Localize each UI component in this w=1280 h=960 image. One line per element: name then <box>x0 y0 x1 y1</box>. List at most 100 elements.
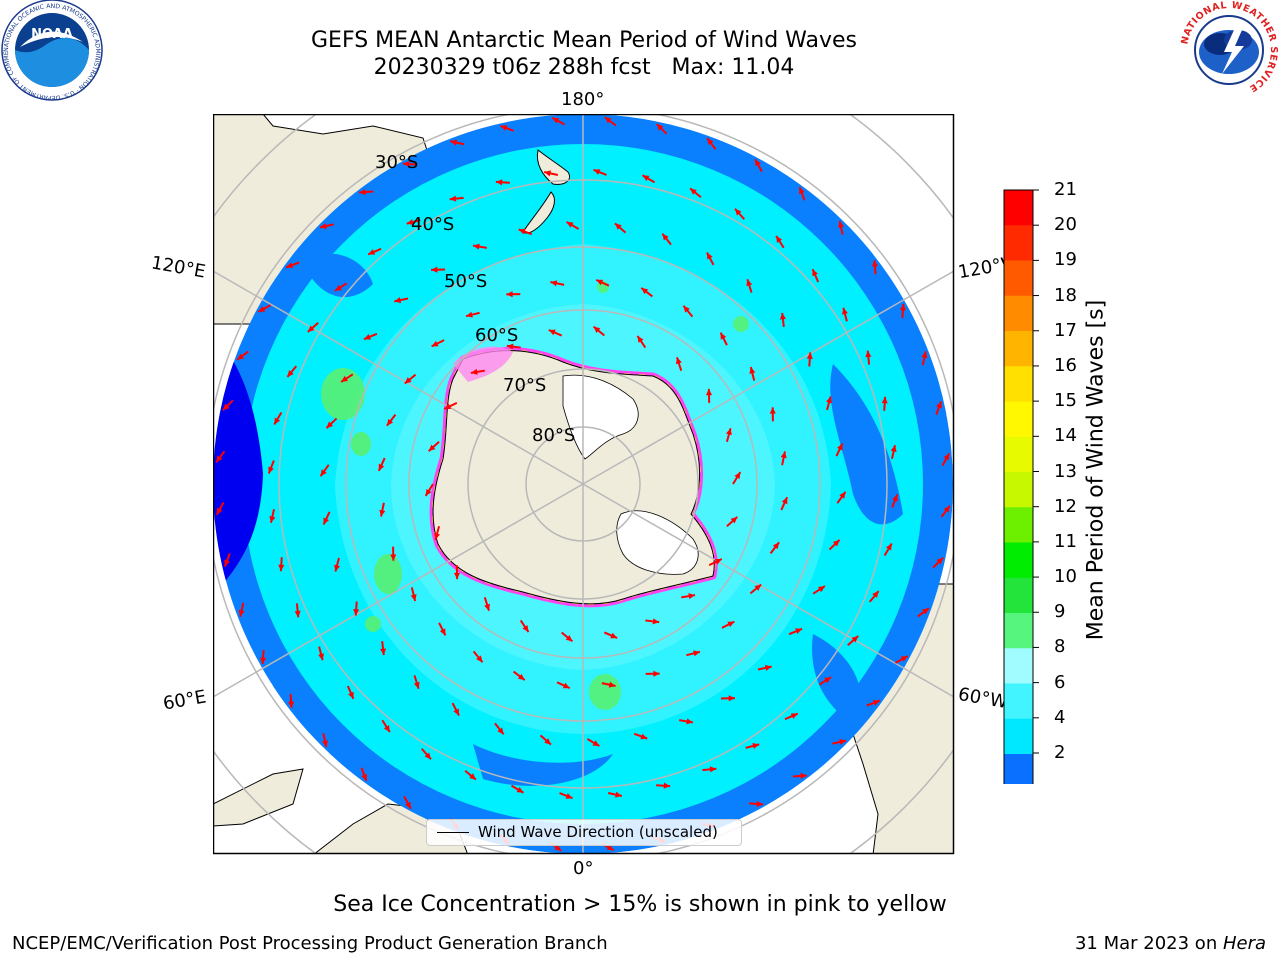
wind-wave-arrowhead <box>425 488 432 496</box>
colorbar-bin <box>1004 401 1033 438</box>
wind-wave-arrowhead <box>662 233 669 241</box>
wind-wave-arrowhead <box>800 772 807 779</box>
lat-label-60s: 60°S <box>475 325 518 346</box>
colorbar-bin <box>1004 190 1033 226</box>
wind-wave-arrowhead <box>725 428 732 436</box>
wind-wave-arrowhead <box>286 262 294 269</box>
wind-wave-arrowhead <box>832 539 840 547</box>
wind-wave-arrowhead <box>683 305 690 313</box>
wind-wave-arrowhead <box>413 681 420 689</box>
wind-wave-arrowhead <box>604 117 612 124</box>
wind-wave-arrowhead <box>885 543 892 551</box>
noaa-logo: NATIONAL OCEANIC AND ATMOSPHERIC ADMINIS… <box>0 0 103 101</box>
legend-box: Wind Wave Direction (unscaled) <box>426 819 742 846</box>
wind-wave-arrowhead <box>470 368 478 375</box>
wind-wave-arrowhead <box>779 312 786 320</box>
wind-wave-arrowhead <box>383 725 390 733</box>
wind-wave-arrowhead <box>900 656 908 662</box>
wind-wave-arrowhead <box>495 179 503 186</box>
wind-wave-arrowhead <box>466 311 473 318</box>
wind-wave-arrowhead <box>544 738 552 745</box>
wind-wave-arrowhead <box>790 713 798 719</box>
colorbar-bin <box>1004 683 1033 720</box>
wind-wave-arrowhead <box>592 740 600 747</box>
footer-date-text: 31 Mar 2023 on <box>1074 933 1223 954</box>
colorbar-tick-label: 20 <box>1054 214 1077 236</box>
wind-wave-arrowhead <box>706 252 713 260</box>
nws-logo: NATIONAL WEATHER SERVICE <box>1179 0 1278 98</box>
wind-wave-arrowhead <box>764 664 772 671</box>
wind-wave-arrowhead <box>795 628 803 635</box>
wind-wave-arrowhead <box>334 564 340 572</box>
wind-wave-arrowhead <box>936 557 944 565</box>
colorbar-tick-label: 4 <box>1054 706 1066 728</box>
wind-wave-arrowhead <box>516 786 524 793</box>
wind-wave-arrowhead <box>500 125 508 131</box>
wind-wave-arrowhead <box>746 279 753 287</box>
colorbar-tick-label: 17 <box>1054 319 1077 341</box>
wind-wave-arrowhead <box>506 291 513 298</box>
wind-wave-arrowhead <box>637 335 644 343</box>
wind-wave-arrowhead <box>363 333 371 340</box>
wind-wave-arrowhead <box>772 542 780 550</box>
colorbar-bin <box>1004 507 1033 544</box>
wind-wave-arrows <box>215 116 951 852</box>
wind-wave-arrowhead <box>472 243 480 250</box>
wind-wave-arrowhead <box>341 375 349 382</box>
wind-wave-arrowhead <box>268 466 274 474</box>
wind-wave-arrowhead <box>238 609 245 617</box>
wind-wave-arrowhead <box>614 223 622 230</box>
wind-wave-arrowhead <box>707 138 714 145</box>
lat-label-70s: 70°S <box>503 375 546 396</box>
wind-wave-arrowhead <box>652 618 660 625</box>
colorbar-bin <box>1004 225 1033 262</box>
wind-wave-arrowhead <box>476 655 483 663</box>
colorbar-tick-label: 14 <box>1054 425 1077 447</box>
wind-wave-arrowhead <box>892 494 898 502</box>
colorbar-tick-label: 21 <box>1054 179 1077 200</box>
legend-label: Wind Wave Direction (unscaled) <box>478 823 718 841</box>
wind-wave-arrowhead <box>562 682 570 689</box>
wind-wave-arrowhead <box>728 695 735 702</box>
colorbar-bin <box>1004 577 1033 614</box>
wind-wave-arrowhead <box>838 220 844 228</box>
wind-wave-arrowhead <box>836 443 843 451</box>
wind-wave-arrowhead <box>260 657 267 665</box>
wind-wave-arrowhead <box>287 370 294 377</box>
wind-wave-arrowhead <box>269 516 276 523</box>
wind-wave-arrowhead <box>386 418 394 426</box>
wind-wave-arrowhead <box>431 266 438 273</box>
wind-wave-arrowhead <box>842 307 848 315</box>
colorbar-bin <box>1004 436 1033 473</box>
lat-label-40s: 40°S <box>411 214 454 235</box>
wind-wave-arrowhead <box>653 670 660 677</box>
lat-label-50s: 50°S <box>444 271 487 292</box>
wind-wave-arrowhead <box>730 516 738 524</box>
wind-wave-arrowhead <box>610 632 618 639</box>
colorbar-tick-label: 16 <box>1054 354 1077 376</box>
wind-wave-arrowhead <box>640 733 648 740</box>
wind-wave-arrowhead <box>752 743 760 749</box>
wind-wave-arrowhead <box>749 367 756 374</box>
colorbar-bin <box>1004 718 1033 755</box>
wind-wave-arrowhead <box>484 603 490 611</box>
wind-wave-arrowhead <box>348 691 354 699</box>
lon-label-180: 180° <box>561 89 605 110</box>
map-frame <box>213 114 955 855</box>
wind-wave-arrowhead <box>394 297 402 304</box>
sea-ice-note: Sea Ice Concentration > 15% is shown in … <box>333 892 947 917</box>
colorbar-tick-label: 2 <box>1054 742 1066 763</box>
colorbar-tick-label: 18 <box>1054 284 1077 306</box>
wind-wave-arrowhead <box>497 727 504 735</box>
wind-wave-arrowhead <box>518 228 526 235</box>
wind-wave-arrowhead <box>326 421 334 429</box>
noaa-logo-text: NOAA <box>31 27 73 42</box>
lon-label-120e: 120°E <box>149 252 208 283</box>
wind-wave-arrowhead <box>943 505 950 513</box>
wind-wave-arrowhead <box>548 329 556 336</box>
wind-wave-arrowhead <box>780 451 787 459</box>
colorbar <box>1003 189 1039 784</box>
wind-wave-arrowhead <box>922 608 929 615</box>
wind-wave-arrowhead <box>517 673 525 681</box>
wind-wave-arrowhead <box>444 403 452 409</box>
